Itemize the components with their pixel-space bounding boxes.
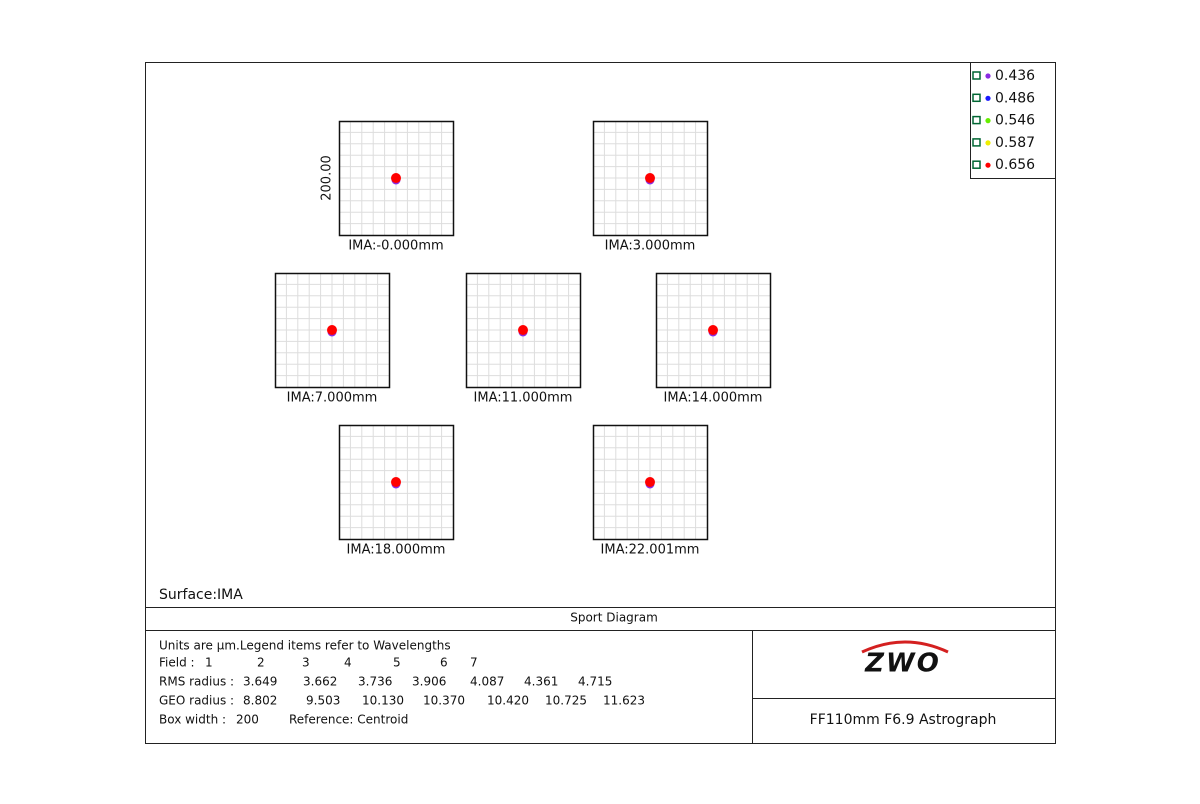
legend-dot xyxy=(985,162,991,168)
field-label: IMA:11.000mm xyxy=(474,391,573,406)
units-note: Units are µm.Legend items refer to Wavel… xyxy=(159,639,451,653)
rms-value: 4.361 xyxy=(524,675,558,689)
geo-value: 10.725 xyxy=(545,694,587,708)
legend-label: 0.436 xyxy=(995,68,1035,84)
field-label: IMA:22.001mm xyxy=(601,543,700,558)
rms-value: 3.906 xyxy=(412,675,446,689)
field-label: IMA:18.000mm xyxy=(347,543,446,558)
legend-check xyxy=(972,93,981,103)
field-number: 6 xyxy=(440,656,448,670)
rms-value: 4.715 xyxy=(578,675,612,689)
field-label: Field : xyxy=(159,656,195,670)
field-label: IMA:7.000mm xyxy=(287,391,378,406)
field-number: 3 xyxy=(302,656,310,670)
legend-check xyxy=(972,71,981,80)
footer-title: Sport Diagram xyxy=(570,611,658,625)
legend-label: 0.546 xyxy=(995,113,1035,129)
spot xyxy=(645,477,655,487)
field-number: 2 xyxy=(257,656,265,670)
spot-box xyxy=(592,120,709,237)
rms-label: RMS radius : xyxy=(159,675,234,689)
geo-value: 10.420 xyxy=(487,694,529,708)
logo: ZWO xyxy=(864,649,941,679)
legend-dot xyxy=(985,118,991,124)
spot xyxy=(645,173,655,183)
geo-value: 8.802 xyxy=(243,694,277,708)
field-label: IMA:3.000mm xyxy=(605,239,696,254)
geo-value: 10.370 xyxy=(423,694,465,708)
spot-box xyxy=(338,120,455,237)
geo-value: 9.503 xyxy=(306,694,340,708)
field-label: IMA:14.000mm xyxy=(664,391,763,406)
legend-box xyxy=(970,62,1056,179)
field-label: IMA:-0.000mm xyxy=(348,239,443,254)
spot xyxy=(518,325,528,335)
spot-box xyxy=(592,424,709,541)
field-number: 4 xyxy=(344,656,352,670)
legend-label: 0.587 xyxy=(995,135,1035,151)
legend-check xyxy=(972,138,981,147)
legend-dot xyxy=(985,140,991,146)
geo-value: 10.130 xyxy=(362,694,404,708)
rms-value: 4.087 xyxy=(470,675,504,689)
box-width-label: Box width : xyxy=(159,713,226,727)
spot-box xyxy=(655,272,772,389)
rms-value: 3.662 xyxy=(303,675,337,689)
field-number: 1 xyxy=(205,656,213,670)
rms-value: 3.736 xyxy=(358,675,392,689)
geo-label: GEO radius : xyxy=(159,694,234,708)
legend-label: 0.486 xyxy=(995,90,1035,106)
rms-value: 3.649 xyxy=(243,675,277,689)
field-number: 7 xyxy=(470,656,478,670)
frame xyxy=(145,62,1056,744)
spot xyxy=(391,173,401,183)
legend-label: 0.656 xyxy=(995,157,1035,173)
legend-dot xyxy=(985,95,991,101)
box-width: 200 xyxy=(236,713,259,727)
spot xyxy=(327,325,337,335)
spot-box xyxy=(465,272,582,389)
spot xyxy=(391,477,401,487)
spot xyxy=(708,325,718,335)
spot-box xyxy=(274,272,391,389)
logo-swoosh xyxy=(861,640,949,654)
geo-value: 11.623 xyxy=(603,694,645,708)
reference: Reference: Centroid xyxy=(289,713,408,727)
legend-check xyxy=(972,115,981,125)
spot-box xyxy=(338,424,455,541)
box-scale-label: 200.00 xyxy=(320,155,335,201)
legend-check xyxy=(972,160,981,169)
product-name: FF110mm F6.9 Astrograph xyxy=(810,712,997,728)
surface-label: Surface:IMA xyxy=(159,587,243,603)
field-number: 5 xyxy=(393,656,401,670)
legend-dot xyxy=(985,73,991,79)
